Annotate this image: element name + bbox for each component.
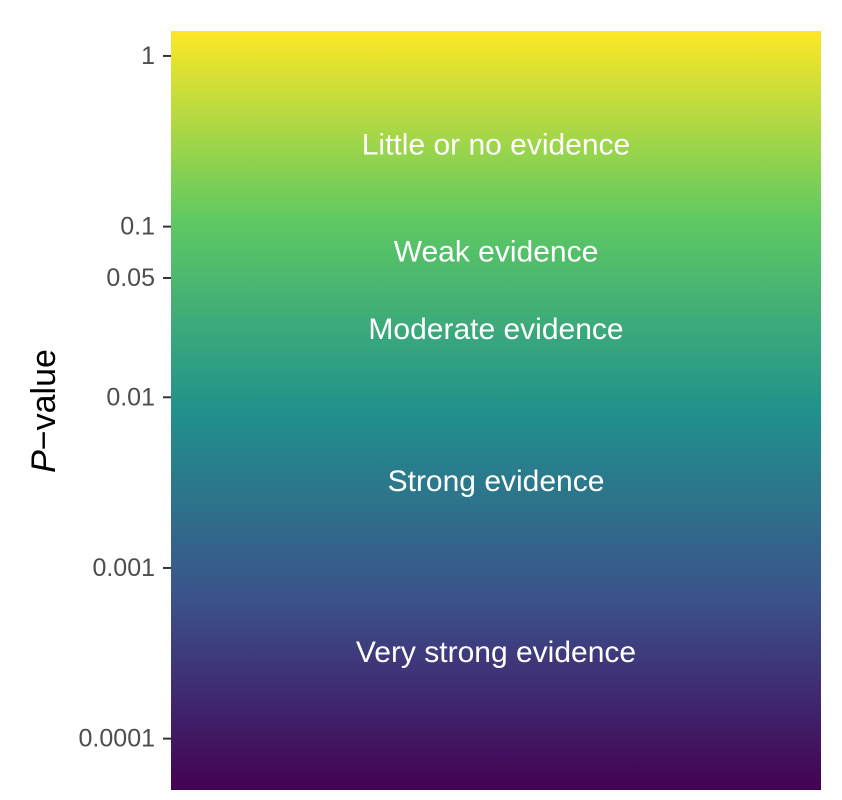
evidence-band-label: Weak evidence xyxy=(394,235,599,268)
y-axis-title: P−value xyxy=(25,349,63,473)
y-axis-title-rest: −value xyxy=(25,349,63,450)
y-axis: 1 0.1 0.05 0.01 0.001 0.0001 xyxy=(79,42,171,753)
y-axis-title-italic: P xyxy=(25,450,63,473)
plot-panel xyxy=(171,31,821,790)
y-tick-label: 0.001 xyxy=(92,554,155,582)
y-tick-label: 1 xyxy=(141,42,155,70)
y-tick-label: 0.05 xyxy=(106,264,155,292)
evidence-band-label: Moderate evidence xyxy=(368,313,623,346)
evidence-band-label: Very strong evidence xyxy=(356,636,636,669)
band-labels: Little or no evidence Weak evidence Modera… xyxy=(356,129,636,669)
y-tick-label: 0.1 xyxy=(120,213,155,241)
y-tick-label: 0.01 xyxy=(106,383,155,411)
evidence-band-label: Strong evidence xyxy=(388,465,605,498)
y-tick-label: 0.0001 xyxy=(79,725,155,753)
evidence-band-label: Little or no evidence xyxy=(362,129,631,162)
